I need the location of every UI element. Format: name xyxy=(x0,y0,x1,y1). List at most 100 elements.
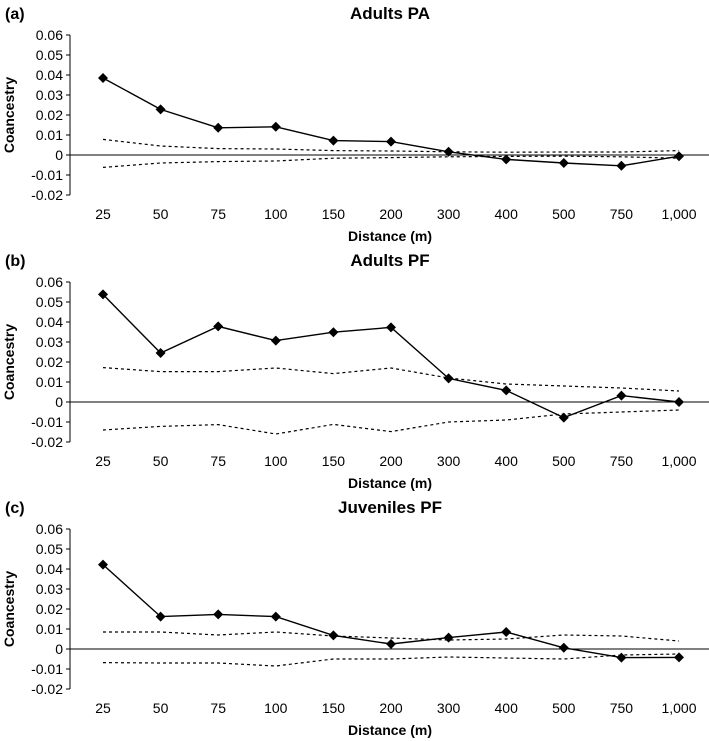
y-tick-label: 0.03 xyxy=(36,87,63,103)
x-tick-label: 500 xyxy=(552,206,576,222)
panel-label: (a) xyxy=(5,6,25,23)
y-tick-label: 0.06 xyxy=(36,521,63,537)
data-point-diamond xyxy=(270,121,281,132)
data-point-diamond xyxy=(155,104,166,115)
y-tick-label: 0.04 xyxy=(36,561,63,577)
chart-title: Adults PA xyxy=(350,4,430,23)
upper-ci-line xyxy=(102,367,680,392)
y-tick-label: 0.01 xyxy=(36,374,63,390)
x-tick-label: 200 xyxy=(379,453,403,469)
chart-title: Adults PF xyxy=(350,251,429,270)
y-axis-label: Coancestry xyxy=(1,571,17,647)
x-tick-label: 75 xyxy=(210,206,226,222)
y-tick-label: 0.05 xyxy=(36,294,63,310)
chart-svg: (a) Adults PA 0.06 0.05 0.04 0.03 0.02 0.01 0 -0.… xyxy=(1,4,709,244)
x-tick-label: 400 xyxy=(495,453,519,469)
y-tick-label: 0.04 xyxy=(36,314,63,330)
data-point-diamond xyxy=(501,627,512,637)
panel-label: (c) xyxy=(5,500,25,517)
data-point-diamond xyxy=(213,609,224,620)
data-point-diamond xyxy=(328,327,339,338)
y-tick-label: 0.05 xyxy=(36,47,63,63)
data-point-diamond xyxy=(674,652,684,663)
chart-svg: (c) Juveniles PF 0.06 0.05 0.04 0.03 0.02 0.01 0… xyxy=(1,498,709,738)
y-tick-label: -0.01 xyxy=(31,167,63,183)
x-axis-label: Distance (m) xyxy=(348,475,432,491)
x-tick-label: 750 xyxy=(610,700,634,716)
y-tick-label: 0.01 xyxy=(36,621,63,637)
chart-panel-b: (b) Adults PF 0.06 0.05 0.04 0.03 0.02 0.01 0 -0.… xyxy=(0,247,709,494)
x-tick-label: 100 xyxy=(264,206,288,222)
x-tick-label: 500 xyxy=(552,700,576,716)
data-point-diamond xyxy=(328,135,339,146)
data-point-diamond xyxy=(674,397,684,407)
data-point-diamond xyxy=(386,136,396,147)
data-point-diamond xyxy=(213,122,224,133)
x-tick-label: 25 xyxy=(95,206,111,222)
data-point-diamond xyxy=(558,412,569,423)
y-axis-label: Coancestry xyxy=(1,324,17,400)
x-axis-label: Distance (m) xyxy=(348,722,432,738)
data-point-diamond xyxy=(270,611,281,622)
data-point-diamond xyxy=(616,652,627,663)
x-tick-label: 400 xyxy=(495,206,519,222)
data-point-diamond xyxy=(270,335,281,346)
panel-label: (b) xyxy=(5,253,25,270)
data-point-diamond xyxy=(501,385,512,396)
y-tick-label: 0.03 xyxy=(36,334,63,350)
x-axis-label: Distance (m) xyxy=(348,228,432,244)
y-tick-label: 0.06 xyxy=(36,274,63,290)
data-point-diamond xyxy=(616,390,627,401)
x-tick-label: 50 xyxy=(153,453,169,469)
chart-title: Juveniles PF xyxy=(338,498,442,517)
y-tick-label: 0.02 xyxy=(36,107,63,123)
y-tick-label: -0.01 xyxy=(31,661,63,677)
x-tick-label: 200 xyxy=(379,700,403,716)
x-tick-label: 400 xyxy=(495,700,519,716)
lower-ci-line xyxy=(102,653,680,667)
coancestry-line xyxy=(102,77,680,167)
x-tick-label: 25 xyxy=(95,700,111,716)
y-tick-label: 0.02 xyxy=(36,601,63,617)
y-tick-label: 0.05 xyxy=(36,541,63,557)
data-point-diamond xyxy=(501,154,512,165)
y-axis-label: Coancestry xyxy=(1,77,17,153)
data-point-diamond xyxy=(98,73,108,83)
x-tick-label: 750 xyxy=(610,206,634,222)
x-tick-label: 25 xyxy=(95,453,111,469)
data-point-diamond xyxy=(98,289,108,300)
data-point-diamond xyxy=(616,160,627,171)
data-point-diamond xyxy=(386,322,396,333)
y-tick-label: -0.02 xyxy=(31,681,63,697)
y-tick-label: -0.01 xyxy=(31,414,63,430)
lower-ci-line xyxy=(102,155,680,168)
y-tick-label: 0 xyxy=(55,641,63,657)
data-point-diamond xyxy=(443,632,454,643)
data-point-diamond xyxy=(386,639,396,649)
y-tick-label: -0.02 xyxy=(31,187,63,203)
y-tick-label: 0 xyxy=(55,147,63,163)
data-point-diamond xyxy=(98,559,108,570)
x-tick-label: 100 xyxy=(264,453,288,469)
data-point-diamond xyxy=(558,642,569,653)
data-point-diamond xyxy=(213,321,224,332)
chart-panel-c: (c) Juveniles PF 0.06 0.05 0.04 0.03 0.02 0.01 0… xyxy=(0,494,709,741)
x-tick-label: 75 xyxy=(210,700,226,716)
data-point-diamond xyxy=(558,158,569,168)
x-tick-label: 500 xyxy=(552,453,576,469)
x-tick-label: 100 xyxy=(264,700,288,716)
data-point-diamond xyxy=(155,611,166,622)
data-point-diamond xyxy=(443,373,454,384)
x-tick-label: 50 xyxy=(153,206,169,222)
y-tick-label: 0.03 xyxy=(36,581,63,597)
y-tick-label: 0.02 xyxy=(36,354,63,370)
x-tick-label: 150 xyxy=(322,700,346,716)
data-point-diamond xyxy=(155,348,166,358)
x-tick-label: 200 xyxy=(379,206,403,222)
lower-ci-line xyxy=(102,409,680,435)
x-tick-label: 300 xyxy=(437,700,461,716)
y-tick-label: -0.02 xyxy=(31,434,63,450)
data-point-diamond xyxy=(674,151,684,162)
y-tick-label: 0.04 xyxy=(36,67,63,83)
y-tick-label: 0.06 xyxy=(36,27,63,43)
